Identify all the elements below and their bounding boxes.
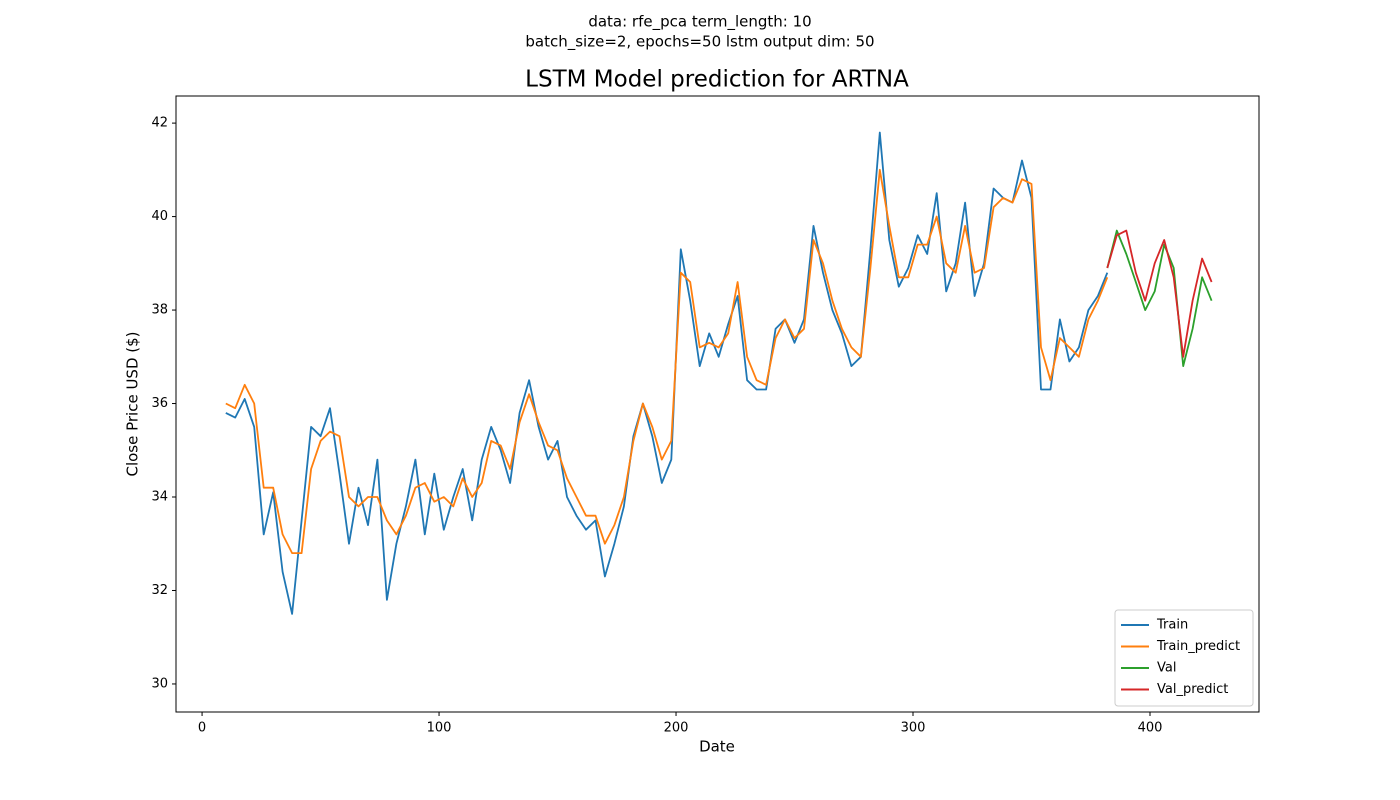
y-tick-label: 30 (151, 676, 168, 691)
plot-frame (175, 95, 1260, 713)
x-tick-label: 0 (198, 721, 206, 736)
y-tick-label: 42 (151, 116, 168, 131)
series-line (225, 168, 1109, 554)
y-tick-label: 38 (151, 303, 168, 318)
suptitle-line: batch_size=2, epochs=50 lstm output dim:… (525, 33, 874, 52)
y-tick-label: 32 (151, 583, 168, 598)
series-line (225, 131, 1109, 615)
x-tick-label: 100 (427, 721, 452, 736)
chart-title: LSTM Model prediction for ARTNA (525, 67, 909, 93)
x-tick-label: 300 (901, 721, 926, 736)
y-tick-label: 34 (151, 490, 168, 505)
x-tick-label: 400 (1138, 721, 1163, 736)
series-line (1106, 229, 1213, 358)
y-tick-label: 36 (151, 396, 168, 411)
suptitle-line: data: rfe_pca term_length: 10 (588, 13, 811, 32)
legend-label: Val_predict (1157, 682, 1228, 697)
legend-label: Train_predict (1156, 639, 1240, 654)
series-line (1106, 229, 1213, 368)
y-tick-label: 40 (151, 209, 168, 224)
legend-label: Val (1157, 661, 1176, 676)
x-tick-label: 200 (664, 721, 689, 736)
legend-box (1114, 609, 1254, 707)
legend-label: Train (1156, 618, 1188, 633)
x-axis-label: Date (699, 738, 735, 756)
y-axis-label: Close Price USD ($) (124, 331, 142, 476)
